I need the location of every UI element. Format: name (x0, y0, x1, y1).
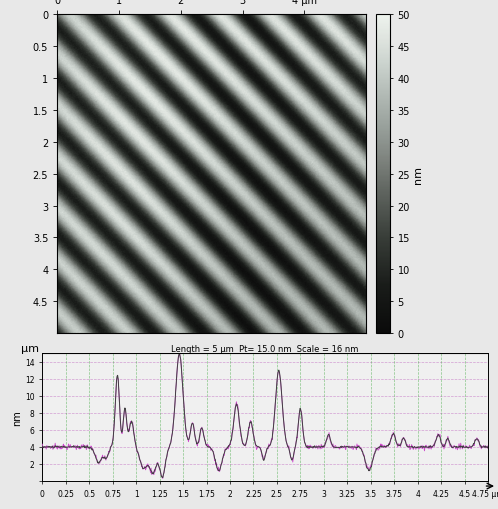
Y-axis label: nm: nm (413, 165, 423, 183)
Text: μm: μm (21, 344, 39, 354)
Y-axis label: nm: nm (12, 410, 22, 425)
Title: Length = 5 μm  Pt= 15.0 nm  Scale = 16 nm: Length = 5 μm Pt= 15.0 nm Scale = 16 nm (171, 344, 359, 353)
